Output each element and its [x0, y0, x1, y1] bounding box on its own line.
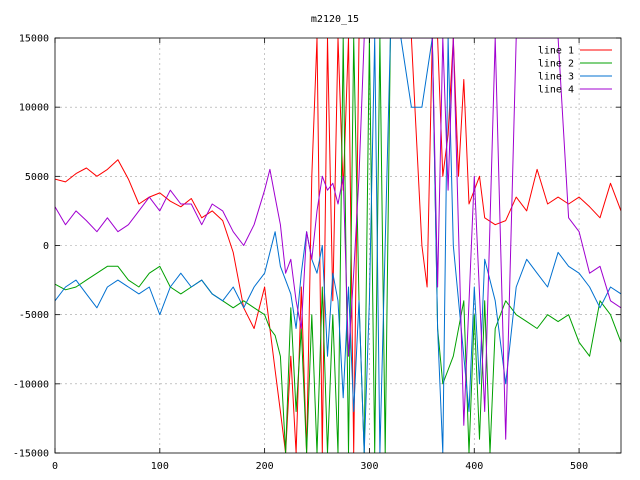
x-tick-label: 100: [151, 461, 169, 472]
legend-label: line 3: [538, 72, 574, 83]
y-tick-label: 5000: [25, 172, 49, 183]
legend-label: line 1: [538, 46, 574, 57]
y-tick-label: -15000: [13, 449, 49, 460]
series-line-4: [55, 38, 621, 440]
y-tick-label: -10000: [13, 379, 49, 390]
x-tick-label: 500: [570, 461, 588, 472]
x-tick-label: 400: [465, 461, 483, 472]
series-lines: [55, 38, 621, 453]
y-tick-label: 10000: [19, 103, 49, 114]
legend-label: line 4: [538, 85, 574, 96]
y-tick-label: 0: [43, 241, 49, 252]
series-line-3: [55, 38, 621, 453]
x-tick-label: 200: [256, 461, 274, 472]
x-tick-label: 300: [360, 461, 378, 472]
series-line-2: [55, 38, 621, 453]
legend: line 1 line 2 line 3 line 4: [538, 46, 612, 96]
axis-ticks: 0 100 200 300 400 500 -15000 -10000 -5000 0 5000 10…: [13, 34, 621, 472]
series-line-1: [55, 38, 621, 453]
y-tick-label: -5000: [19, 310, 49, 321]
grid: [55, 38, 621, 453]
chart-title: m2120_15: [311, 14, 359, 25]
x-tick-label: 0: [52, 461, 58, 472]
y-tick-label: 15000: [19, 34, 49, 45]
legend-label: line 2: [538, 59, 574, 70]
